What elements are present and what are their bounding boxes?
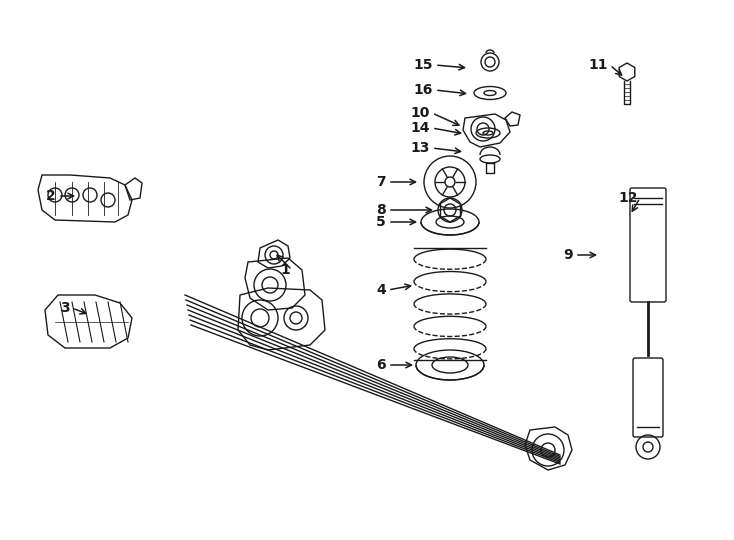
Text: 15: 15 (413, 58, 433, 72)
Text: 7: 7 (377, 175, 386, 189)
Text: 16: 16 (414, 83, 433, 97)
Text: 13: 13 (410, 141, 430, 155)
Text: 12: 12 (619, 191, 638, 205)
Text: 1: 1 (280, 263, 290, 277)
Text: 6: 6 (377, 358, 386, 372)
Text: 2: 2 (46, 189, 56, 203)
Text: 11: 11 (589, 58, 608, 72)
Text: 9: 9 (564, 248, 573, 262)
Text: 3: 3 (60, 301, 70, 315)
Text: 4: 4 (377, 283, 386, 297)
Text: 5: 5 (377, 215, 386, 229)
Text: 10: 10 (410, 106, 430, 120)
Text: 14: 14 (410, 121, 430, 135)
Text: 8: 8 (377, 203, 386, 217)
